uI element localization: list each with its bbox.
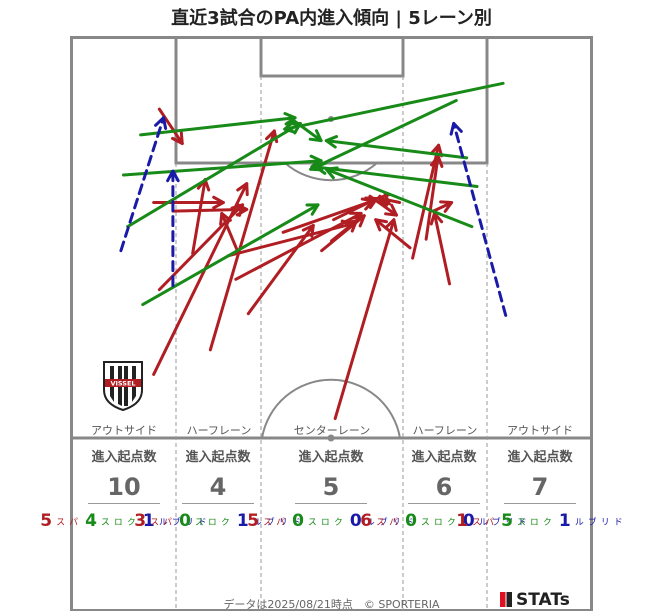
footer-note: データは2025/08/21時点 © SPORTERIA <box>223 598 440 611</box>
stat-column-outside-right: 進入起点数 7 1 パス 5 クロス 1 ドリブル <box>456 446 622 531</box>
cross-caption: クロス <box>418 517 455 527</box>
pass-arrow <box>330 219 358 243</box>
dribble-caption: ドリブル <box>476 517 526 527</box>
dribble-count: 0 <box>462 511 475 531</box>
penalty-arc <box>284 162 378 182</box>
cross-arrow <box>139 112 297 137</box>
stat-total: 6 <box>408 473 480 504</box>
pass-caption: パス <box>470 517 494 527</box>
dribble-caption: ドリブル <box>250 517 300 527</box>
stat-heading: 進入起点数 <box>185 450 251 465</box>
stat-total: 10 <box>88 473 160 504</box>
pass-caption: パス <box>261 517 285 527</box>
dribble-arrow <box>166 169 180 288</box>
stat-column-half-right: 進入起点数 6 6 パス 0 クロス 0 ドリブル <box>360 446 526 531</box>
pass-count: 5 <box>40 511 53 531</box>
cross-caption: クロス <box>514 517 551 527</box>
pass-count: 5 <box>247 511 260 531</box>
arrows-layer <box>119 81 508 421</box>
cross-count: 0 <box>179 511 191 531</box>
stat-column-outside-left: 進入起点数 10 5 パス 4 クロス 1 ドリブル <box>40 446 206 531</box>
dribble-caption: ドリブル <box>156 517 206 527</box>
cross-caption: クロス <box>305 517 342 527</box>
dribble-arrow <box>449 121 508 317</box>
pass-caption: パス <box>54 517 78 527</box>
dribble-count: 1 <box>236 511 249 531</box>
cross-caption: クロス <box>192 517 229 527</box>
pass-arrow <box>424 154 444 241</box>
pass-arrow <box>368 194 398 217</box>
logo-text: VISSEL <box>110 380 135 388</box>
stat-heading: 進入起点数 <box>411 450 477 465</box>
stat-total: 4 <box>182 473 254 504</box>
pass-arrow <box>429 211 452 286</box>
brand-mark-icon <box>500 592 512 607</box>
cross-caption: クロス <box>98 517 135 527</box>
brand-logo: STATs <box>500 590 570 610</box>
pass-count: 1 <box>456 511 469 531</box>
lane-label-outside-right: アウトサイド <box>507 424 573 437</box>
stat-heading: 進入起点数 <box>298 450 364 465</box>
dribble-count: 1 <box>142 511 155 531</box>
pass-arrow <box>234 211 363 281</box>
pass-arrow <box>332 196 379 222</box>
stat-heading: 進入起点数 <box>507 450 573 465</box>
cross-arrow <box>309 99 458 172</box>
dribble-caption: ドリブル <box>572 517 622 527</box>
dribble-count: 0 <box>349 511 362 531</box>
pass-arrow <box>219 211 239 252</box>
pass-count: 6 <box>360 511 373 531</box>
cross-count: 0 <box>292 511 304 531</box>
pass-arrow <box>374 218 412 250</box>
lane-label-half-right: ハーフレーン <box>412 424 478 437</box>
goal-area <box>259 37 405 78</box>
penalty-area <box>174 37 489 165</box>
cross-arrow <box>324 166 474 229</box>
stat-heading: 進入起点数 <box>91 450 157 465</box>
lane-label-outside-left: アウトサイド <box>91 424 157 437</box>
pass-arrow <box>171 202 249 217</box>
stat-total: 5 <box>295 473 367 504</box>
brand-text: STATs <box>516 590 570 610</box>
club-logo: VISSEL <box>103 361 143 412</box>
cross-arrow <box>122 154 323 177</box>
center-circle <box>261 378 401 439</box>
dribble-arrow <box>119 116 168 253</box>
pass-arrow <box>333 218 398 421</box>
cross-arrow <box>283 81 505 134</box>
stat-column-center: 進入起点数 5 5 パス 0 クロス 0 ドリブル <box>247 446 413 531</box>
cross-arrow <box>324 135 469 160</box>
dribble-caption: ドリブル <box>363 517 413 527</box>
cross-arrow <box>141 203 320 307</box>
cross-count: 0 <box>405 511 417 531</box>
pass-caption: パス <box>148 517 172 527</box>
lane-label-half-left: ハーフレーン <box>186 424 252 437</box>
cross-count: 4 <box>85 511 97 531</box>
chart-title: 直近3試合のPA内進入傾向 | 5レーン別 <box>171 8 492 29</box>
center-spot <box>327 434 335 442</box>
pass-arrow <box>411 143 444 260</box>
stat-total: 7 <box>504 473 576 504</box>
pass-count: 3 <box>134 511 147 531</box>
lane-label-center: センターレーン <box>293 424 371 437</box>
dribble-count: 1 <box>558 511 571 531</box>
pass-arrow <box>157 107 184 146</box>
stat-column-half-left: 進入起点数 4 3 パス 0 クロス 1 ドリブル <box>134 446 300 531</box>
pass-arrow <box>376 192 391 206</box>
pass-caption: パス <box>374 517 398 527</box>
cross-count: 5 <box>501 511 513 531</box>
cross-arrow <box>288 116 323 143</box>
pass-arrow <box>431 200 454 213</box>
